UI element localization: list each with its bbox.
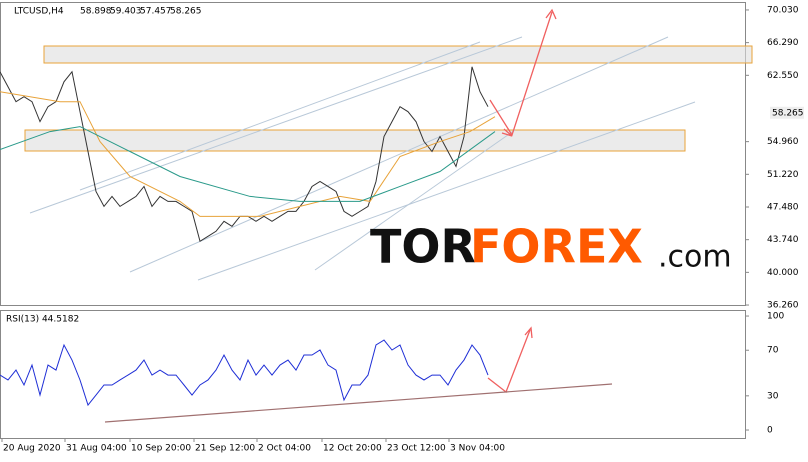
y-tick-label: 47.480 (767, 202, 799, 212)
price-line (0, 339, 489, 407)
x-tick-label: 3 Nov 04:00 (450, 444, 505, 454)
support-zone (24, 129, 686, 152)
y-tick-label: 66.290 (767, 38, 799, 48)
y-tick-label: 70.030 (767, 5, 799, 15)
price-line (0, 126, 496, 202)
last-price-label: 58.265 (772, 108, 804, 118)
y-tick-label: 51.220 (767, 170, 799, 180)
main-frame (0, 2, 746, 306)
x-tick-label: 21 Sep 12:00 (195, 444, 255, 454)
x-tick-label: 10 Sep 20:00 (131, 444, 191, 454)
watermark-tor: TOR (370, 220, 476, 274)
y-tick-label: 54.960 (767, 137, 799, 147)
y-tick-label: 62.550 (767, 71, 799, 81)
rsi-frame (0, 310, 746, 439)
symbol: LTCUSD,H4 (14, 7, 64, 17)
x-tick-label: 23 Oct 12:00 (387, 444, 446, 454)
ohlc-close: 58.265 (170, 7, 202, 17)
price-line (0, 91, 496, 217)
ohlc-low: 57.457 (140, 7, 172, 17)
x-tick-label: 31 Aug 04:00 (66, 444, 127, 454)
x-tick-label: 2 Oct 04:00 (258, 444, 311, 454)
y-tick-label: 36.260 (767, 301, 799, 311)
ohlc-open: 58.898 (80, 7, 112, 17)
last-price-box (770, 106, 804, 119)
y-tick-label: 43.740 (767, 235, 799, 245)
y-tick-label: 100 (767, 312, 784, 322)
y-tick-label: 30 (767, 391, 779, 401)
watermark-forex: FOREX (470, 220, 643, 274)
y-tick-label: 40.000 (767, 268, 799, 278)
rsi-trendline (104, 383, 613, 423)
y-tick-label: 0 (767, 426, 773, 436)
forecast-arrows (487, 8, 557, 394)
x-tick-label: 20 Aug 2020 (3, 444, 61, 454)
y-tick-label: 70 (767, 346, 779, 356)
resistance-zone (43, 45, 753, 64)
trend-channels (29, 36, 696, 281)
ohlc-high: 59.403 (110, 7, 142, 17)
price-line (0, 66, 489, 243)
x-tick-label: 12 Oct 20:00 (323, 444, 382, 454)
watermark-com: .com (658, 240, 732, 275)
rsi-label: RSI(13) 44.5182 (6, 315, 79, 325)
